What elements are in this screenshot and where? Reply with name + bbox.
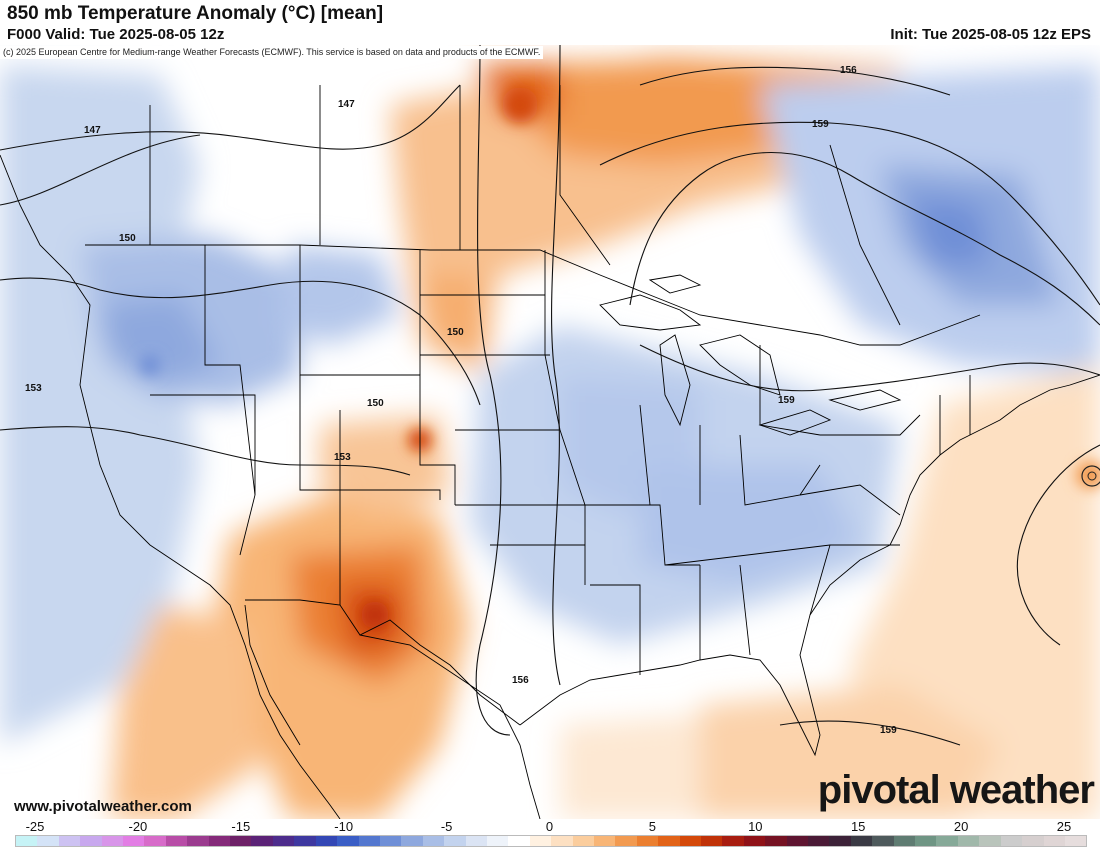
colorbar-swatch [551,836,573,846]
colorbar-swatch [872,836,894,846]
colorbar-swatch [422,836,445,846]
contour-label: 159 [778,395,795,406]
colorbar-swatch [165,836,188,846]
colorbar-swatch [16,836,38,846]
colorbar-tick-label: -15 [231,819,251,834]
contour-label: 150 [367,398,384,409]
colorbar-tick-label: -20 [128,819,148,834]
colorbar-legend: -25 -20 -15 -10 -5 0 5 10 15 20 25 [0,819,1100,850]
colorbar-swatch [679,836,701,846]
weather-map[interactable]: 147 147 156 159 150 150 153 150 153 159 … [0,45,1100,819]
colorbar-swatch [593,836,616,846]
great-lakes [599,274,902,436]
colorbar-swatch [572,836,594,846]
colorbar-swatch [915,836,937,846]
contour-label: 147 [84,125,101,136]
colorbar-swatch [615,836,637,846]
colorbar-swatch [208,836,231,846]
colorbar-swatch [315,836,338,846]
colorbar-swatch [337,836,359,846]
colorbar-swatch [358,836,380,846]
colorbar-swatch [957,836,980,846]
contour-labels: 147 147 156 159 150 150 153 150 153 159 … [25,65,897,736]
copyright-notice: (c) 2025 European Centre for Medium-rang… [0,46,544,59]
contour-label: 150 [119,233,136,244]
colorbar-swatch [272,836,295,846]
contour-label: 153 [334,452,351,463]
colorbar-swatch [294,836,316,846]
colorbar-swatch [251,836,273,846]
colorbar-swatch [743,836,766,846]
colorbar-swatch [850,836,873,846]
map-title: 850 mb Temperature Anomaly (°C) [mean] [7,3,384,24]
colorbar-strip [15,835,1087,847]
colorbar-swatch [786,836,809,846]
colorbar-tick-label: -10 [334,819,354,834]
colorbar-swatch [144,836,166,846]
colorbar-tick-label: 5 [648,819,657,834]
colorbar-swatch [979,836,1001,846]
colorbar-tick-label: 10 [748,819,763,834]
colorbar-tick-label: -5 [440,819,453,834]
colorbar-swatch [765,836,787,846]
contour-label: 147 [338,99,355,110]
site-url[interactable]: www.pivotalweather.com [14,798,192,815]
contour-label: 159 [812,119,829,130]
colorbar-tick-label: 25 [1056,819,1072,834]
colorbar-swatch [658,836,680,846]
colorbar-swatch [379,836,402,846]
colorbar-swatch [529,836,552,846]
colorbar-swatch [829,836,851,846]
colorbar-tick-label: -25 [25,819,45,834]
colorbar-swatch [1022,836,1044,846]
colorbar-swatch [401,836,423,846]
contour-label: 153 [25,383,42,394]
brand-logo: pivotal weather [817,768,1095,812]
colorbar-swatch [936,836,958,846]
colorbar-swatch [58,836,81,846]
colorbar-swatch [722,836,744,846]
init-time: Init: Tue 2025-08-05 12z EPS [890,26,1091,43]
colorbar-swatch [1043,836,1065,846]
contour-label: 150 [447,327,464,338]
colorbar-swatch [701,836,723,846]
colorbar-swatch [123,836,145,846]
colorbar-tick-label: 0 [545,819,554,834]
colorbar-swatch [1064,836,1087,846]
tropical-low-marker [1081,465,1100,487]
colorbar-swatch [37,836,59,846]
valid-time: F000 Valid: Tue 2025-08-05 12z [7,26,225,43]
header: 850 mb Temperature Anomaly (°C) [mean] F… [0,0,1100,45]
anomaly-field: 147 147 156 159 150 150 153 150 153 159 … [0,45,1100,819]
contour-label: 156 [512,675,529,686]
height-contours [0,45,1100,746]
contour-label: 156 [840,65,857,76]
colorbar-swatch [1000,836,1023,846]
colorbar-tick-label: 20 [953,819,969,834]
colorbar-swatch [893,836,916,846]
anomaly-shading [0,55,1100,819]
colorbar-swatch [444,836,466,846]
colorbar-tick-label: 15 [850,819,866,834]
colorbar-swatch [808,836,830,846]
colorbar-swatch [80,836,102,846]
colorbar-swatch [486,836,509,846]
colorbar-swatch [101,836,124,846]
colorbar-swatch [187,836,209,846]
colorbar-swatch [636,836,659,846]
colorbar-swatch [465,836,487,846]
colorbar-swatch [230,836,252,846]
colorbar-swatch [508,836,530,846]
contour-label: 159 [880,725,897,736]
